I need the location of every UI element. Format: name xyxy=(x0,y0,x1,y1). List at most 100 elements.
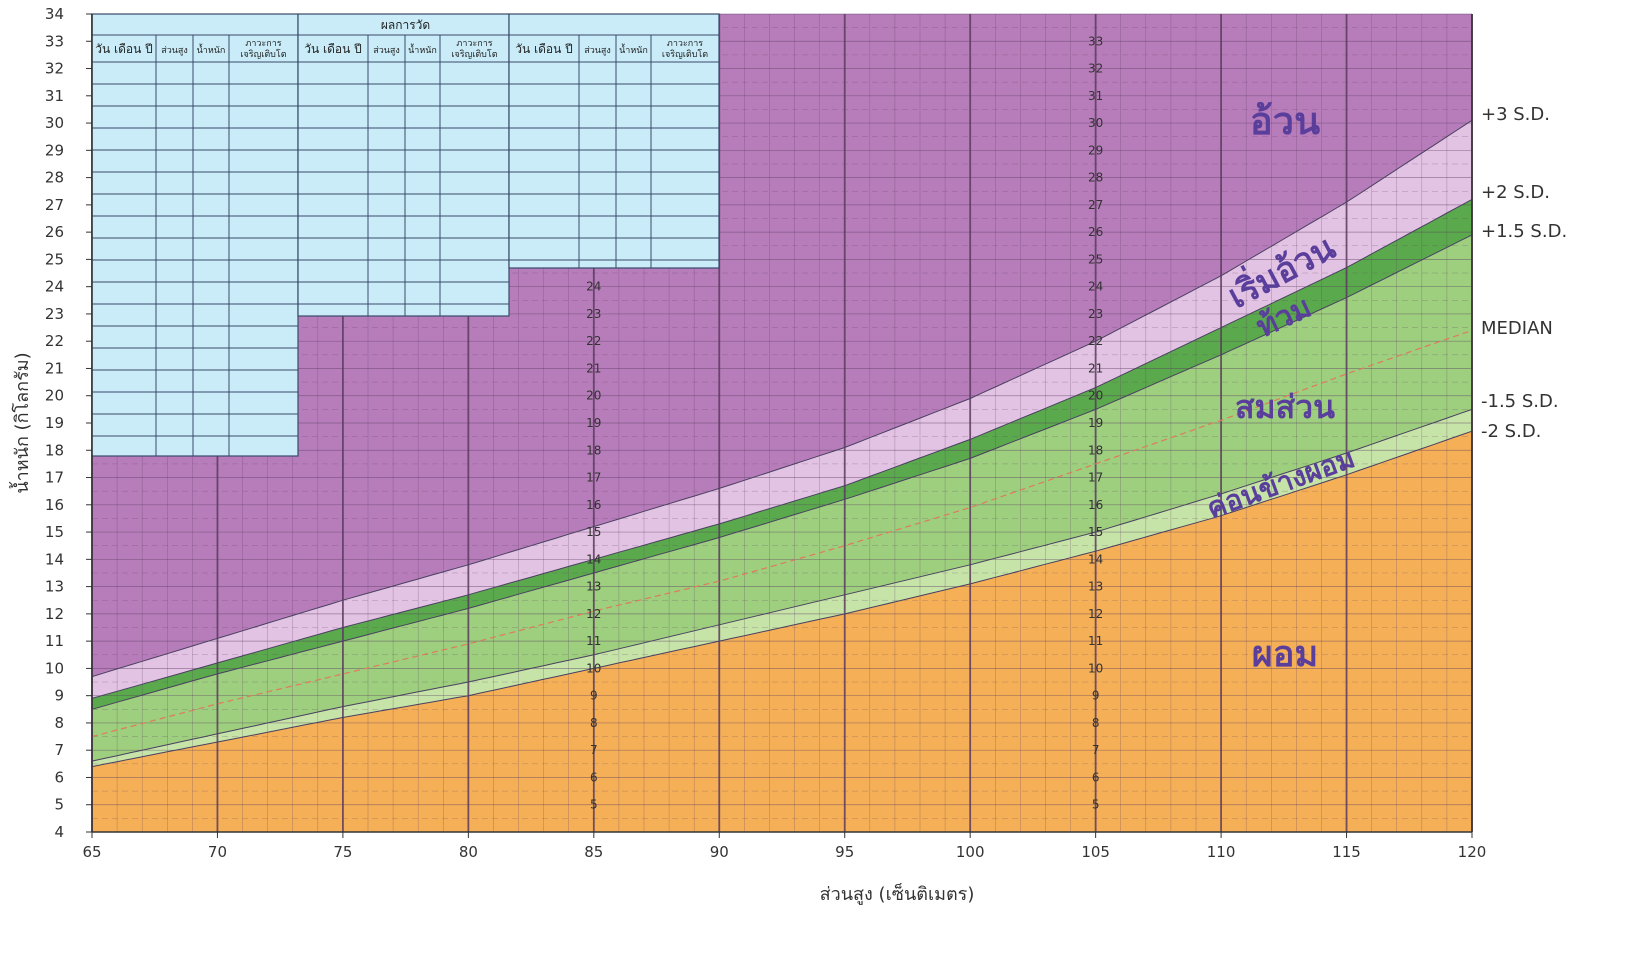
y-tick-label: 31 xyxy=(45,87,64,105)
table-header-status-2: เจริญเติบโต xyxy=(240,49,286,60)
center-scale-label: 24 xyxy=(586,280,601,294)
center-scale-label: 9 xyxy=(590,689,598,703)
series-label: -2 S.D. xyxy=(1481,421,1541,442)
table-header-height: ส่วนสูง xyxy=(373,46,400,56)
center-scale-label: 14 xyxy=(1088,552,1103,566)
center-scale-label: 9 xyxy=(1092,689,1100,703)
center-scale-label: 17 xyxy=(586,471,601,485)
x-tick-label: 100 xyxy=(956,843,985,861)
y-tick-label: 10 xyxy=(45,659,64,677)
series-line-median xyxy=(91,329,1473,738)
center-scale-label: 22 xyxy=(586,334,601,348)
center-scale-label: 13 xyxy=(586,580,601,594)
series-line-3-s-d xyxy=(91,119,1473,678)
y-tick-label: 20 xyxy=(45,387,64,405)
center-scale-label: 22 xyxy=(1088,334,1103,348)
table-header-height: ส่วนสูง xyxy=(161,46,188,56)
center-scale-label: 20 xyxy=(586,389,601,403)
x-tick-label: 115 xyxy=(1332,843,1361,861)
table-title: ผลการวัด xyxy=(381,18,430,32)
center-scale-label: 31 xyxy=(1088,89,1103,103)
zone-thin xyxy=(92,431,1472,832)
center-scale-label: 5 xyxy=(590,798,598,812)
y-tick-label: 19 xyxy=(45,414,64,432)
series-line-1-5-s-d xyxy=(91,408,1473,762)
table-header-status: ภาวะการ xyxy=(667,39,703,49)
center-scale-label: 11 xyxy=(586,634,601,648)
center-scale-label: 16 xyxy=(586,498,601,512)
measurement-table: ผลการวัดวัน เดือน ปี ส่วนสูง น้ำหนัก ภาวะกา… xyxy=(91,13,720,457)
x-tick-label: 110 xyxy=(1207,843,1236,861)
zone-overweight-start xyxy=(92,120,1472,699)
table-header-weight: น้ำหนัก xyxy=(619,43,648,56)
center-scale-label: 14 xyxy=(586,552,601,566)
y-tick-label: 34 xyxy=(45,5,64,23)
table-header-status-2: เจริญเติบโต xyxy=(451,49,497,60)
zone-label-obese: อ้วน xyxy=(1250,99,1320,143)
center-scale-label: 18 xyxy=(586,443,601,457)
center-scale-label: 28 xyxy=(1088,171,1103,185)
center-scale-label: 10 xyxy=(586,661,601,675)
y-tick-label: 8 xyxy=(54,714,64,732)
series-line-2-s-d xyxy=(91,198,1473,699)
center-scale-label: 25 xyxy=(1088,252,1103,266)
table-header-height: ส่วนสูง xyxy=(584,46,611,56)
center-scale-label: 5 xyxy=(1092,798,1100,812)
center-scale-label: 7 xyxy=(590,743,598,757)
y-tick-label: 4 xyxy=(54,823,64,841)
center-scale-label: 7 xyxy=(1092,743,1100,757)
center-scale-label: 21 xyxy=(586,361,601,375)
center-scale-label: 23 xyxy=(1088,307,1103,321)
center-scale-label: 16 xyxy=(1088,498,1103,512)
y-tick-label: 17 xyxy=(45,469,64,487)
y-axis-title: น้ำหนัก (กิโลกรัม) xyxy=(9,352,33,493)
center-scale-label: 23 xyxy=(586,307,601,321)
series-line-1-5-s-d xyxy=(91,234,1473,710)
center-scale-label: 19 xyxy=(586,416,601,430)
axes: 4 5 6 7 8 9 10 11 12 13 14 15 16 17 18 19 20 21 22 23 24 25 26… xyxy=(9,5,1486,905)
y-tick-label: 14 xyxy=(45,550,64,568)
center-scale-label: 24 xyxy=(1088,280,1103,294)
table-header-date: วัน เดือน ปี xyxy=(515,42,573,56)
table-block-1 xyxy=(91,13,299,457)
y-tick-label: 24 xyxy=(45,278,64,296)
series-label: +2 S.D. xyxy=(1481,182,1550,203)
y-tick-label: 6 xyxy=(54,768,64,786)
center-scale-label: 12 xyxy=(1088,607,1103,621)
table-block-2 xyxy=(297,13,510,317)
table-header-weight: น้ำหนัก xyxy=(408,43,437,56)
y-tick-label: 16 xyxy=(45,496,64,514)
y-tick-label: 25 xyxy=(45,250,64,268)
y-tick-label: 11 xyxy=(45,632,64,650)
x-tick-label: 70 xyxy=(208,843,227,861)
table-block-3 xyxy=(508,13,720,269)
table-header-status: ภาวะการ xyxy=(245,39,281,49)
table-header-status: ภาวะการ xyxy=(456,39,492,49)
y-tick-label: 32 xyxy=(45,60,64,78)
center-scale-label: 26 xyxy=(1088,225,1103,239)
center-scale-label: 29 xyxy=(1088,143,1103,157)
center-scale-label: 10 xyxy=(1088,661,1103,675)
y-tick-label: 33 xyxy=(45,32,64,50)
x-tick-label: 105 xyxy=(1081,843,1110,861)
series-label: MEDIAN xyxy=(1481,318,1553,339)
center-scale-label: 32 xyxy=(1088,62,1103,76)
table-header-status-2: เจริญเติบโต xyxy=(662,49,708,60)
y-tick-label: 9 xyxy=(54,687,64,705)
x-tick-label: 80 xyxy=(459,843,478,861)
series-line-2-s-d xyxy=(91,430,1473,768)
center-scale-label: 11 xyxy=(1088,634,1103,648)
y-tick-label: 7 xyxy=(54,741,64,759)
center-scale-label: 27 xyxy=(1088,198,1103,212)
x-tick-label: 85 xyxy=(584,843,603,861)
y-tick-label: 26 xyxy=(45,223,64,241)
center-scale-label: 6 xyxy=(590,770,598,784)
center-scale-label: 8 xyxy=(590,716,598,730)
zone-label-proportional: สมส่วน xyxy=(1235,388,1335,426)
zone-proportional xyxy=(92,234,1472,762)
y-tick-label: 27 xyxy=(45,196,64,214)
x-tick-label: 90 xyxy=(710,843,729,861)
center-scale-label: 13 xyxy=(1088,580,1103,594)
center-scale-label: 21 xyxy=(1088,361,1103,375)
